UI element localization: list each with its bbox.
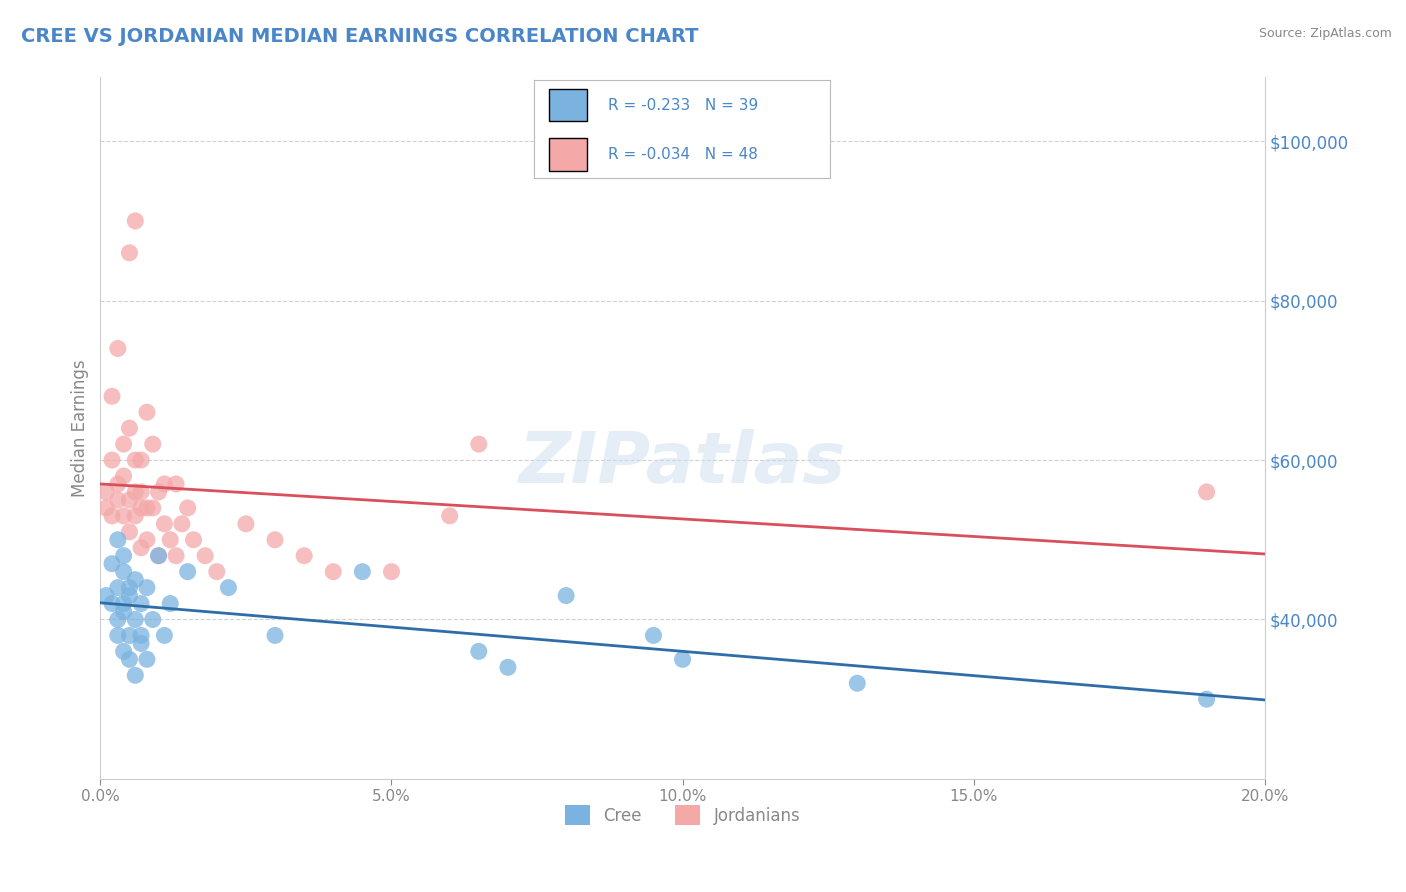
Point: [136, 533, 159, 547]
Point: [496, 660, 519, 674]
Point: [170, 516, 193, 531]
Point: [129, 636, 152, 650]
Point: [118, 245, 141, 260]
Point: [101, 453, 124, 467]
Point: [129, 453, 152, 467]
Point: [136, 581, 159, 595]
Point: [468, 437, 491, 451]
Point: [148, 549, 170, 563]
Point: [118, 581, 141, 595]
Point: [235, 516, 257, 531]
Point: [118, 589, 141, 603]
Point: [183, 533, 205, 547]
Point: [112, 469, 135, 483]
Point: [112, 565, 135, 579]
FancyBboxPatch shape: [548, 89, 588, 121]
Point: [136, 405, 159, 419]
Point: [112, 549, 135, 563]
Point: [194, 549, 217, 563]
Point: [352, 565, 374, 579]
Text: CREE VS JORDANIAN MEDIAN EARNINGS CORRELATION CHART: CREE VS JORDANIAN MEDIAN EARNINGS CORREL…: [21, 27, 699, 45]
Point: [129, 485, 152, 500]
Point: [124, 668, 146, 682]
Point: [101, 389, 124, 403]
Point: [129, 628, 152, 642]
Point: [107, 612, 129, 626]
Point: [96, 500, 118, 515]
Point: [159, 597, 181, 611]
Point: [118, 628, 141, 642]
Point: [118, 421, 141, 435]
Point: [112, 605, 135, 619]
Legend: Cree, Jordanians: Cree, Jordanians: [557, 797, 808, 834]
Point: [264, 628, 287, 642]
Point: [292, 549, 315, 563]
Point: [176, 500, 198, 515]
Point: [136, 652, 159, 666]
FancyBboxPatch shape: [548, 138, 588, 170]
Point: [124, 508, 146, 523]
Point: [129, 597, 152, 611]
Text: Source: ZipAtlas.com: Source: ZipAtlas.com: [1258, 27, 1392, 40]
Point: [124, 573, 146, 587]
Y-axis label: Median Earnings: Median Earnings: [72, 359, 89, 497]
Point: [118, 524, 141, 539]
Point: [112, 597, 135, 611]
Point: [124, 485, 146, 500]
Text: R = -0.034   N = 48: R = -0.034 N = 48: [609, 147, 758, 162]
Text: R = -0.233   N = 39: R = -0.233 N = 39: [609, 98, 758, 113]
Point: [217, 581, 239, 595]
Point: [205, 565, 228, 579]
Text: ZIPatlas: ZIPatlas: [519, 429, 846, 498]
Point: [142, 437, 165, 451]
Point: [118, 652, 141, 666]
Point: [101, 597, 124, 611]
Point: [1195, 485, 1218, 500]
Point: [153, 477, 176, 491]
Point: [153, 628, 176, 642]
Point: [846, 676, 869, 690]
Point: [159, 533, 181, 547]
Point: [322, 565, 344, 579]
Point: [165, 549, 187, 563]
Point: [107, 477, 129, 491]
Point: [124, 214, 146, 228]
Point: [107, 533, 129, 547]
Point: [96, 589, 118, 603]
Point: [555, 589, 578, 603]
Point: [107, 342, 129, 356]
Point: [129, 500, 152, 515]
Point: [380, 565, 402, 579]
Point: [468, 644, 491, 658]
Point: [165, 477, 187, 491]
Point: [643, 628, 665, 642]
Point: [264, 533, 287, 547]
Point: [129, 541, 152, 555]
Point: [124, 612, 146, 626]
Point: [1195, 692, 1218, 706]
Point: [112, 508, 135, 523]
Point: [142, 500, 165, 515]
Point: [148, 485, 170, 500]
Point: [118, 492, 141, 507]
Point: [112, 437, 135, 451]
Point: [176, 565, 198, 579]
Point: [142, 612, 165, 626]
Point: [107, 492, 129, 507]
Point: [148, 549, 170, 563]
Point: [671, 652, 693, 666]
Point: [112, 644, 135, 658]
Point: [101, 557, 124, 571]
Point: [439, 508, 461, 523]
Point: [107, 581, 129, 595]
Point: [107, 628, 129, 642]
Point: [136, 500, 159, 515]
Point: [96, 485, 118, 500]
Point: [124, 453, 146, 467]
Point: [101, 508, 124, 523]
Point: [153, 516, 176, 531]
